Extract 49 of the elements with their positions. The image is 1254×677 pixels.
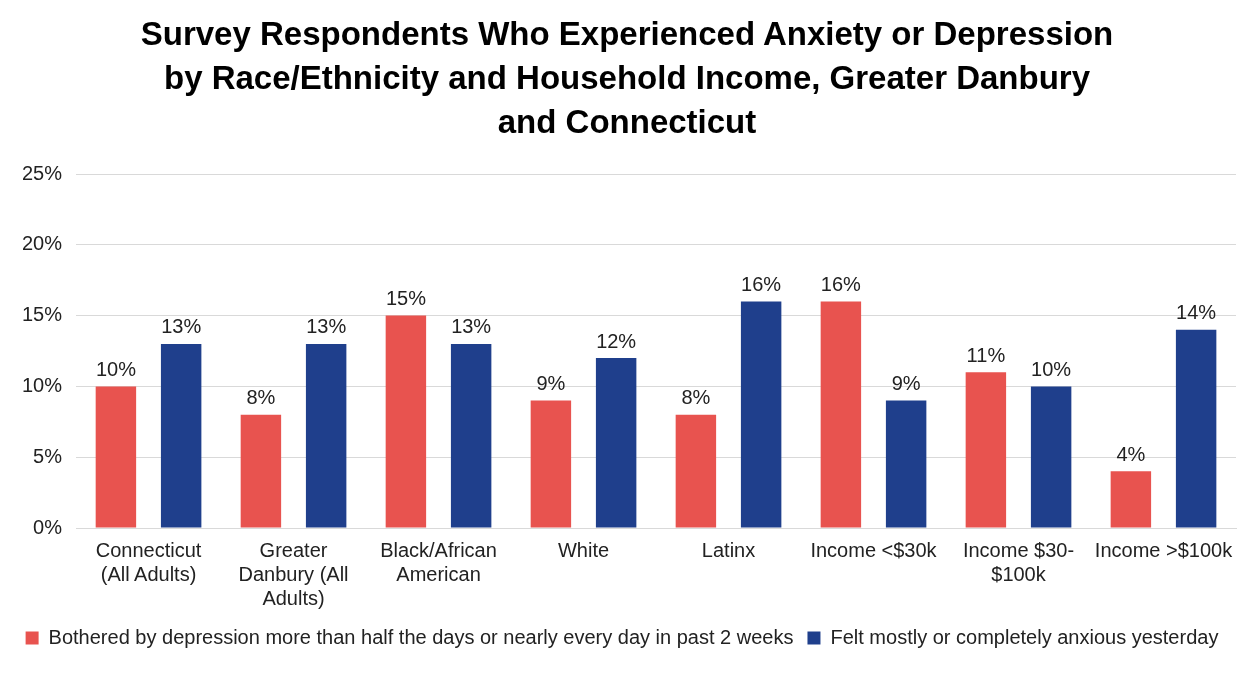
data-label: 13%: [306, 315, 347, 338]
legend-label: Bothered by depression more than half the days or nearly every day in past 2 weeks: [48, 625, 794, 648]
y-tick-label: 25%: [22, 161, 63, 184]
data-label: 11%: [966, 343, 1006, 366]
data-label: 9%: [891, 372, 921, 395]
chart-title: Survey Respondents Who Experienced Anxiety or Depression by Race/Ethnicity and Household Income, Greater Danbury and Connecticut: [139, 14, 1115, 142]
data-label: 10%: [1031, 357, 1072, 380]
x-tick-label: Income >$100k: [1094, 538, 1234, 561]
bar: [305, 343, 347, 528]
bar: [965, 372, 1007, 528]
data-label: 13%: [451, 315, 492, 338]
x-tick-label: Connecticut (All Adults): [95, 538, 202, 585]
y-tick-label: 15%: [22, 303, 63, 326]
data-label: 16%: [741, 272, 782, 295]
x-tick-label: White: [557, 538, 610, 561]
bar: [450, 343, 492, 528]
x-tick-label: Income <$30k: [810, 538, 938, 561]
bar: [1030, 386, 1072, 528]
bar: [820, 301, 862, 528]
bar: [675, 414, 717, 528]
data-label: 15%: [385, 287, 427, 310]
data-label: 8%: [681, 386, 711, 409]
x-tick-label: Greater Danbury (All Adults): [238, 538, 349, 609]
bar: [885, 400, 927, 528]
bar: [740, 301, 782, 528]
legend-label: Felt mostly or completely anxious yesterday: [830, 625, 1219, 648]
bar: [1175, 329, 1217, 528]
y-tick-label: 5%: [33, 444, 63, 467]
data-label: 10%: [95, 357, 137, 380]
y-tick-label: 10%: [22, 373, 63, 396]
x-tick-label: Income $30-$100k: [962, 538, 1075, 585]
bar: [595, 358, 637, 528]
data-label: 13%: [161, 315, 202, 338]
x-tick-label: Black/African American: [380, 538, 497, 585]
bar: [385, 315, 427, 528]
data-label: 16%: [820, 272, 862, 295]
bar: [530, 400, 572, 528]
y-tick-label: 20%: [22, 232, 63, 255]
data-label: 4%: [1116, 442, 1146, 465]
x-tick-label: Latinx: [701, 538, 756, 561]
data-label: 8%: [246, 386, 276, 409]
bar: [240, 414, 282, 528]
bar: [95, 386, 137, 528]
data-label: 12%: [596, 329, 637, 352]
y-tick-label: 0%: [33, 515, 63, 538]
data-label: 14%: [1176, 301, 1217, 324]
bar: [1110, 471, 1152, 528]
bar: [160, 343, 202, 528]
data-label: 9%: [536, 372, 566, 395]
